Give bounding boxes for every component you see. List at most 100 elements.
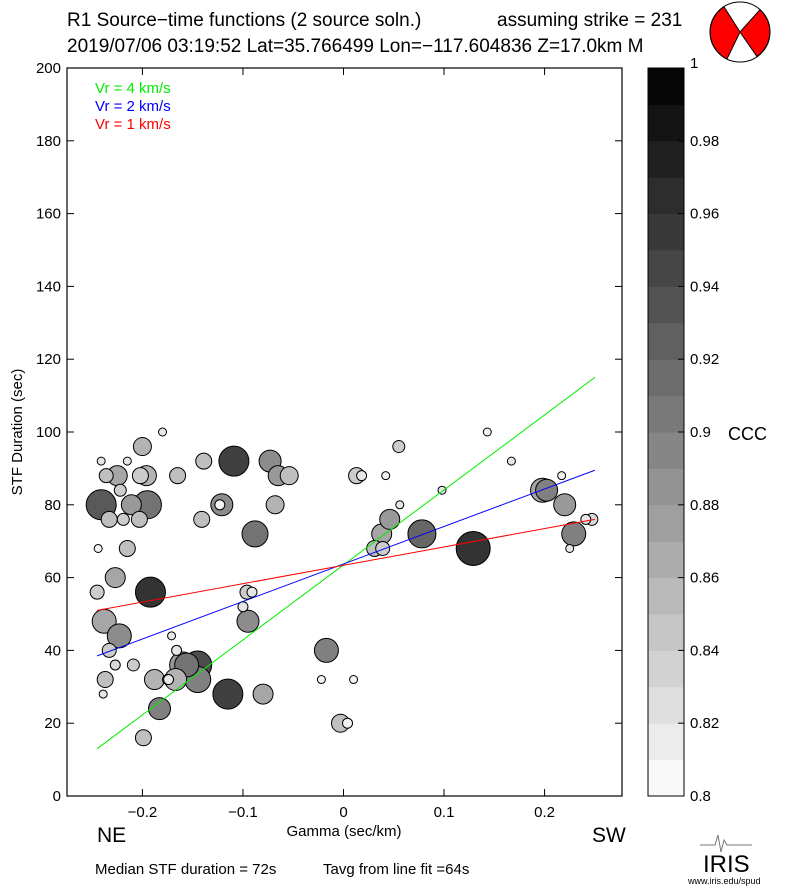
colorbar-step: [648, 68, 684, 105]
colorbar-tick-label: 0.8: [690, 788, 711, 805]
y-tick-label: 140: [36, 278, 61, 295]
median-duration: Median STF duration = 72s: [95, 861, 276, 878]
data-point: [316, 675, 326, 685]
data-point: [313, 637, 339, 663]
data-point: [134, 729, 152, 747]
data-point: [506, 456, 516, 466]
data-point: [455, 530, 491, 566]
data-point: [392, 440, 406, 454]
data-point: [126, 658, 140, 672]
colorbar-tick-label: 0.92: [690, 351, 719, 368]
sw-label: SW: [592, 824, 626, 847]
legend-entry: Vr = 2 km/s: [95, 98, 171, 115]
fit-line-vr1: [97, 518, 595, 611]
data-point: [93, 543, 103, 553]
y-tick-label: 0: [53, 788, 61, 805]
data-point: [241, 520, 269, 548]
colorbar-step: [648, 541, 684, 579]
iris-url: www.iris.edu/spud: [687, 876, 761, 886]
legend-entry: Vr = 1 km/s: [95, 116, 171, 133]
colorbar-step: [648, 686, 684, 724]
event-info: 2019/07/06 03:19:52 Lat=35.766499 Lon=−1…: [67, 36, 643, 57]
colorbar-tick-label: 0.86: [690, 570, 719, 587]
colorbar-step: [648, 432, 684, 469]
data-point: [561, 521, 587, 547]
plot-area: Vr = 4 km/sVr = 2 km/sVr = 1 km/s −0.2 −0.…: [36, 60, 623, 821]
data-point: [246, 586, 258, 598]
data-point: [96, 671, 114, 689]
fit-line-vr2: [96, 469, 596, 657]
data-point: [279, 466, 299, 486]
data-point: [130, 510, 148, 528]
data-point: [214, 499, 226, 511]
data-point: [98, 689, 108, 699]
data-point: [580, 513, 592, 525]
colorbar-step: [648, 650, 684, 688]
data-point: [104, 567, 126, 589]
colorbar: 0.8 0.82 0.84 0.86 0.88 0.9 0.92 0.94 0.96 0.98 1: [647, 55, 719, 805]
data-point: [143, 669, 165, 691]
data-point: [407, 519, 437, 549]
colorbar-tick-label: 1: [690, 55, 698, 72]
data-point: [101, 642, 117, 658]
data-point: [535, 478, 559, 502]
data-point: [342, 717, 354, 729]
colorbar-step: [648, 577, 684, 615]
data-point: [565, 543, 575, 553]
data-point: [158, 427, 168, 437]
data-point: [236, 609, 260, 633]
colorbar-tick-label: 0.84: [690, 642, 719, 659]
data-point: [122, 456, 132, 466]
x-tick-label: −0.2: [128, 804, 158, 821]
data-point: [218, 445, 250, 477]
data-point: [553, 493, 577, 517]
colorbar-step: [648, 322, 684, 360]
colorbar-step: [648, 359, 684, 397]
data-point: [116, 512, 130, 526]
y-tick-label: 80: [44, 497, 61, 514]
colorbar-tick-label: 0.82: [690, 715, 719, 732]
tavg-line-fit: Tavg from line fit =64s: [323, 861, 469, 878]
colorbar-tick-label: 0.94: [690, 278, 719, 295]
data-point: [120, 494, 142, 516]
strike-label: assuming strike = 231: [497, 10, 682, 31]
colorbar-step: [648, 395, 684, 433]
ne-label: NE: [97, 824, 126, 847]
data-point: [148, 697, 171, 721]
iris-logo-text: IRIS: [703, 851, 750, 878]
data-point: [167, 631, 177, 641]
data-point: [96, 456, 106, 466]
data-point: [437, 485, 447, 495]
iris-logo: IRIS www.iris.edu/spud: [687, 834, 761, 886]
y-axis-label: STF Duration (sec): [9, 369, 26, 496]
x-tick-label: 0.2: [534, 804, 555, 821]
colorbar-step: [648, 250, 684, 287]
colorbar-tick-label: 0.88: [690, 497, 719, 514]
y-tick-label: 120: [36, 351, 61, 368]
y-tick-label: 160: [36, 206, 61, 223]
data-point: [163, 674, 175, 686]
colorbar-step: [648, 504, 684, 542]
data-point: [109, 659, 121, 671]
data-point: [395, 500, 405, 510]
colorbar-tick-label: 0.96: [690, 206, 719, 223]
x-tick-label: −0.1: [228, 804, 258, 821]
data-point: [379, 508, 401, 530]
data-point: [375, 540, 391, 556]
data-point: [482, 427, 492, 437]
x-tick-label: 0.1: [434, 804, 455, 821]
data-point: [100, 510, 118, 528]
data-point: [349, 675, 359, 685]
colorbar-step: [648, 759, 684, 797]
data-point: [169, 467, 187, 485]
colorbar-step: [648, 614, 684, 651]
colorbar-step: [648, 213, 684, 251]
data-point: [118, 539, 136, 557]
data-point: [557, 471, 567, 481]
data-point: [89, 584, 105, 600]
data-point: [113, 483, 127, 497]
data-point: [193, 510, 211, 528]
colorbar-step: [648, 104, 684, 142]
beachball-icon: [709, 1, 771, 63]
